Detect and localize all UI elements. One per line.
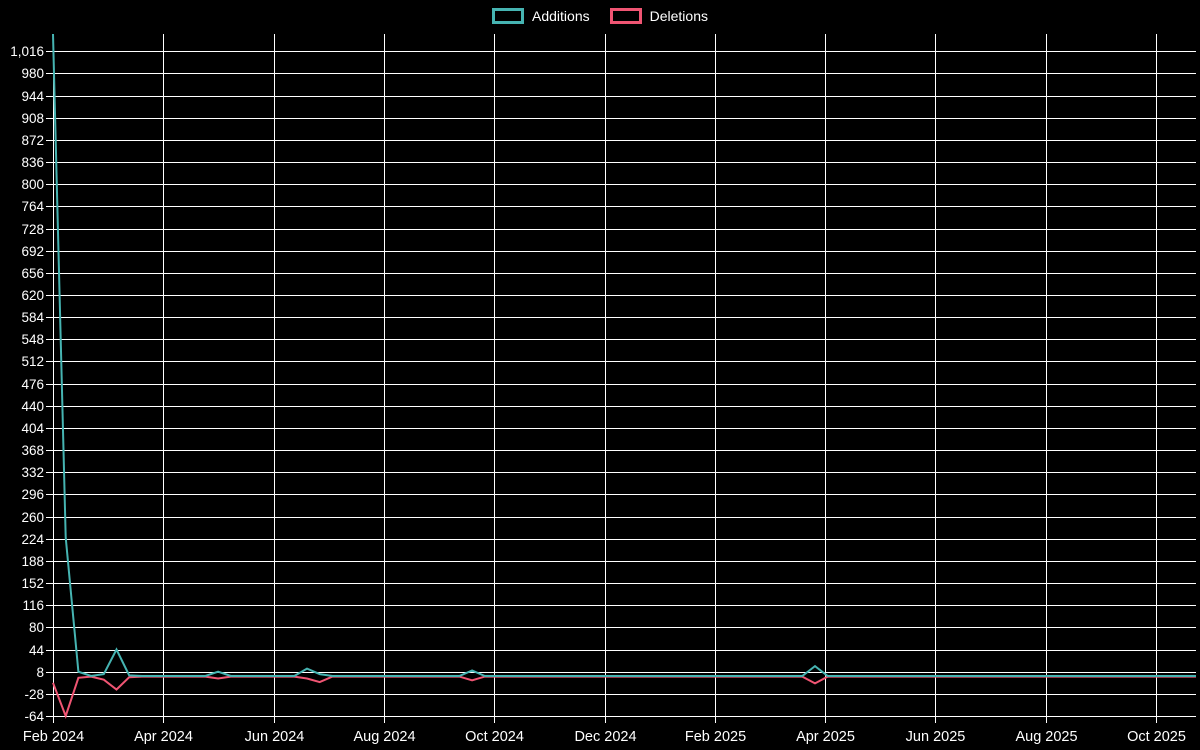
y-tick-label: 764: [21, 199, 44, 214]
y-gridlines: [46, 51, 1196, 717]
y-tick-label: 368: [21, 443, 44, 458]
y-tick-label: 188: [21, 554, 44, 569]
x-tick-label: Oct 2025: [1127, 729, 1186, 745]
y-tick-label: 944: [21, 89, 44, 104]
y-tick-label: 8: [36, 665, 44, 680]
y-tick-label: -64: [24, 709, 44, 724]
y-tick-label: 548: [21, 332, 44, 347]
deletions-line: [52, 675, 1196, 719]
y-tick-label: 260: [21, 510, 44, 525]
y-tick-labels: 1,016 980 944 908 872 836 800 764 728 692 656 620 58…: [10, 44, 44, 724]
chart-legend: Additions Deletions: [0, 7, 1200, 25]
y-tick-label: 908: [21, 111, 44, 126]
y-tick-label: 224: [21, 532, 44, 547]
y-tick-label: 440: [21, 399, 44, 414]
x-tick-label: Feb 2024: [23, 729, 84, 745]
y-tick-label: 116: [22, 598, 44, 613]
legend-item-deletions[interactable]: Deletions: [609, 7, 708, 25]
y-tick-label: 620: [21, 288, 44, 303]
deletions-swatch-icon: [609, 8, 642, 24]
x-tick-label: Jun 2024: [245, 729, 305, 745]
x-tick-labels: Feb 2024 Apr 2024 Jun 2024 Aug 2024 Oct 2024…: [23, 729, 1186, 745]
y-tick-label: 584: [21, 310, 44, 325]
legend-label-deletions: Deletions: [649, 8, 708, 24]
y-tick-label: 44: [29, 643, 45, 658]
x-tick-label: Apr 2024: [134, 729, 193, 745]
y-tick-label: 152: [21, 576, 44, 591]
legend-label-additions: Additions: [532, 8, 590, 24]
y-tick-label: 1,016: [10, 44, 44, 59]
y-tick-label: 836: [21, 155, 44, 170]
y-tick-label: 332: [21, 465, 44, 480]
y-tick-label: 296: [21, 487, 44, 502]
y-tick-label: 80: [29, 620, 44, 635]
x-gridlines: [53, 34, 1157, 723]
legend-item-additions[interactable]: Additions: [492, 7, 590, 25]
y-tick-label: 512: [21, 354, 44, 369]
additions-swatch-icon: [492, 8, 525, 24]
x-tick-label: Dec 2024: [574, 729, 636, 745]
y-tick-label: -28: [24, 687, 44, 702]
x-tick-label: Feb 2025: [685, 729, 746, 745]
y-tick-label: 692: [21, 244, 44, 259]
y-tick-label: 656: [21, 266, 44, 281]
y-tick-label: 800: [21, 177, 44, 192]
x-tick-label: Oct 2024: [465, 729, 524, 745]
y-tick-label: 728: [21, 222, 44, 237]
y-tick-label: 872: [21, 133, 44, 148]
y-tick-label: 476: [21, 377, 44, 392]
y-tick-label: 980: [21, 66, 44, 81]
x-tick-label: Aug 2024: [353, 729, 415, 745]
x-tick-label: Aug 2025: [1015, 729, 1077, 745]
additions-line: [52, 33, 1196, 678]
x-tick-label: Apr 2025: [796, 729, 855, 745]
y-tick-label: 404: [21, 421, 44, 436]
x-tick-label: Jun 2025: [906, 729, 966, 745]
